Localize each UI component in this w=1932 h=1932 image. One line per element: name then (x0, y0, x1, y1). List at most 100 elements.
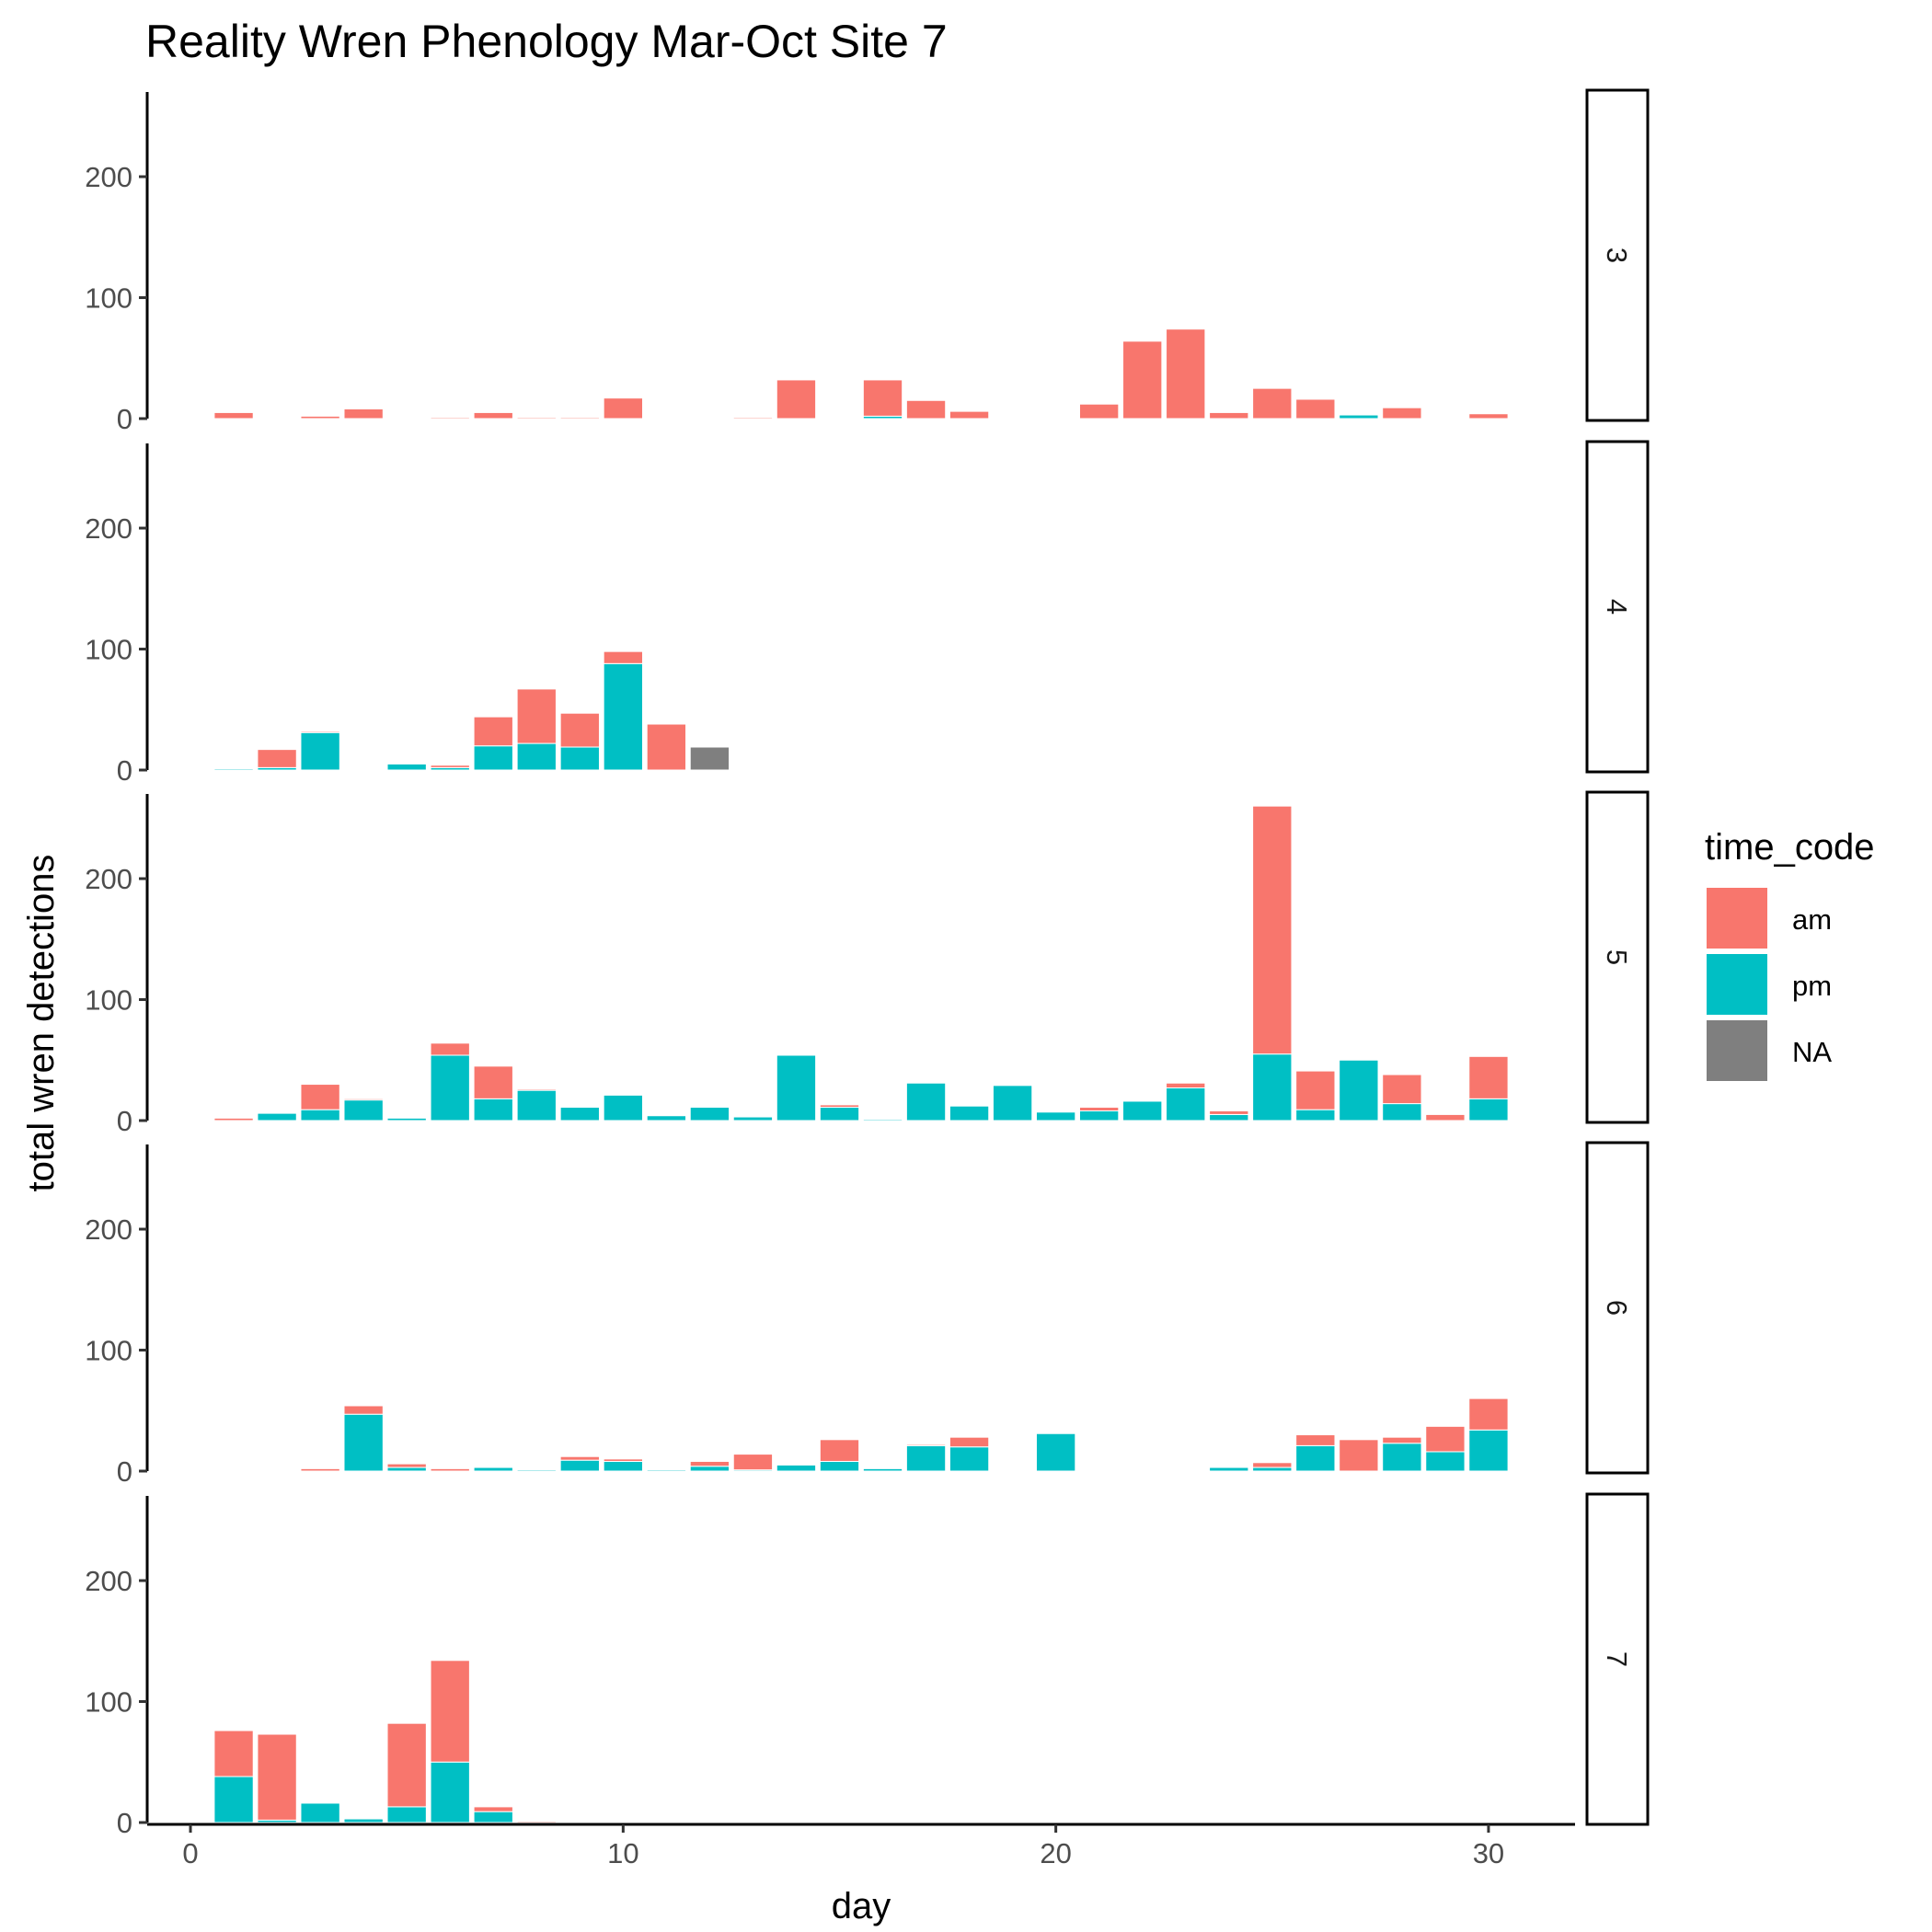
bar-day-28-am (1382, 407, 1422, 420)
bar-day-23-pm (1166, 1087, 1206, 1121)
bar-day-24-pm (1209, 1113, 1249, 1121)
y-tick-label: 100 (85, 634, 132, 666)
legend: time_code am pm NA (1705, 827, 1875, 1083)
bar-day-28-am (1382, 1436, 1422, 1444)
bar-day-5-am (386, 1722, 427, 1808)
bar-day-13-pm (732, 1116, 774, 1121)
bar-day-10-pm (603, 1460, 643, 1472)
bar-day-25-pm (1252, 1466, 1293, 1472)
bar-day-4-pm (343, 1099, 384, 1121)
bar-day-5-pm (386, 1466, 427, 1472)
bar-day-30-pm (1468, 1098, 1509, 1121)
bar-day-29-am (1425, 1113, 1466, 1121)
y-tick-label: 100 (85, 1686, 132, 1719)
bar-day-20-pm (1035, 1111, 1076, 1121)
bar-day-15-am (819, 1104, 860, 1109)
facet-panel-7: 0 100 200 7 (85, 1492, 1650, 1839)
bar-day-1-am (213, 1117, 254, 1121)
bar-day-18-pm (949, 1105, 990, 1121)
bar-day-8-pm (516, 1469, 557, 1472)
bar-day-2-am (257, 749, 297, 768)
bar-day-3-pm (300, 731, 340, 771)
y-tick-label: 200 (85, 1565, 132, 1597)
bar-day-3-pm (300, 1109, 340, 1121)
bar-day-28-pm (1382, 1443, 1422, 1472)
bar-day-14-am (776, 379, 817, 420)
bar-day-8-am (516, 1088, 557, 1091)
bar-day-28-pm (1382, 1103, 1422, 1121)
bar-day-7-am (473, 1806, 513, 1812)
bar-day-30-am (1468, 1397, 1509, 1431)
bar-day-7-pm (473, 1811, 513, 1823)
bar-day-15-pm (819, 1107, 860, 1121)
bar-day-17-pm (905, 1082, 947, 1121)
x-tick-label: 20 (1040, 1837, 1071, 1869)
y-tick-label: 100 (85, 282, 132, 315)
bar-day-10-am (603, 650, 643, 664)
bar-day-23-am (1166, 1082, 1206, 1088)
bar-day-11-pm (646, 1115, 687, 1121)
bar-day-6-pm (430, 1054, 470, 1121)
legend-label-NA: NA (1792, 1036, 1832, 1068)
facet-panel-6: 0 100 200 6 (85, 1141, 1650, 1488)
bar-day-25-pm (1252, 1053, 1293, 1121)
y-tick-label: 200 (85, 1213, 132, 1246)
bar-day-7-am (473, 716, 513, 747)
bar-day-4-pm (343, 1413, 384, 1472)
bar-day-11-am (646, 723, 687, 771)
bar-day-9-am (559, 417, 600, 420)
bar-day-11-pm (646, 1469, 687, 1472)
bar-day-6-am (430, 1042, 470, 1056)
bar-day-9-pm (559, 746, 600, 771)
bar-day-22-am (1122, 340, 1163, 420)
bar-day-18-pm (949, 1446, 990, 1472)
bar-day-16-am (862, 379, 903, 417)
bar-day-6-am (430, 1467, 470, 1472)
bar-day-9-am (559, 1455, 600, 1461)
legend-key-NA (1705, 1018, 1769, 1083)
facet-panel-4: 0 100 200 4 (85, 440, 1650, 787)
bar-day-10-am (603, 1458, 643, 1462)
bar-day-6-am (430, 765, 470, 768)
facet-strip-label: 6 (1601, 1300, 1633, 1316)
bar-day-26-pm (1295, 1109, 1336, 1121)
bar-day-1-am (213, 411, 254, 420)
bar-day-8-am (516, 1821, 557, 1823)
bar-day-3-am (300, 1467, 340, 1472)
bar-day-15-am (819, 1439, 860, 1462)
y-tick-label: 200 (85, 863, 132, 895)
y-tick-label: 0 (117, 1105, 132, 1137)
bar-day-25-am (1252, 805, 1293, 1055)
bar-day-30-am (1468, 413, 1509, 420)
bar-day-13-am (732, 417, 774, 420)
bar-day-27-pm (1339, 1059, 1379, 1121)
bar-day-17-am (905, 399, 947, 420)
chart-title: Reality Wren Phenology Mar-Oct Site 7 (145, 16, 948, 67)
bar-day-18-am (949, 1436, 990, 1448)
bar-day-7-pm (473, 1098, 513, 1121)
bar-day-9-am (559, 712, 600, 748)
facet-strip-label: 4 (1601, 599, 1633, 615)
bar-day-12-pm (689, 1107, 730, 1121)
y-axis-title: total wren detections (21, 855, 62, 1192)
y-tick-label: 0 (117, 754, 132, 787)
facet-strip (1585, 1141, 1650, 1475)
bar-day-23-am (1166, 328, 1206, 420)
facet-strip-label: 5 (1601, 949, 1633, 965)
bar-day-27-am (1339, 1439, 1379, 1472)
bar-day-30-pm (1468, 1429, 1509, 1472)
bar-day-21-am (1079, 403, 1120, 420)
bar-day-29-pm (1425, 1451, 1466, 1472)
y-tick-label: 100 (85, 1335, 132, 1367)
bar-day-2-am (257, 1733, 297, 1821)
legend-label-am: am (1792, 903, 1832, 936)
x-tick-label: 10 (607, 1837, 638, 1869)
x-axis: 0 10 20 30 (147, 1823, 1575, 1869)
bar-day-24-am (1209, 1110, 1249, 1115)
bar-day-5-pm (386, 1806, 427, 1823)
bar-day-28-am (1382, 1074, 1422, 1105)
bar-day-26-pm (1295, 1444, 1336, 1472)
bar-day-6-am (430, 417, 470, 420)
bar-day-10-am (603, 397, 643, 420)
